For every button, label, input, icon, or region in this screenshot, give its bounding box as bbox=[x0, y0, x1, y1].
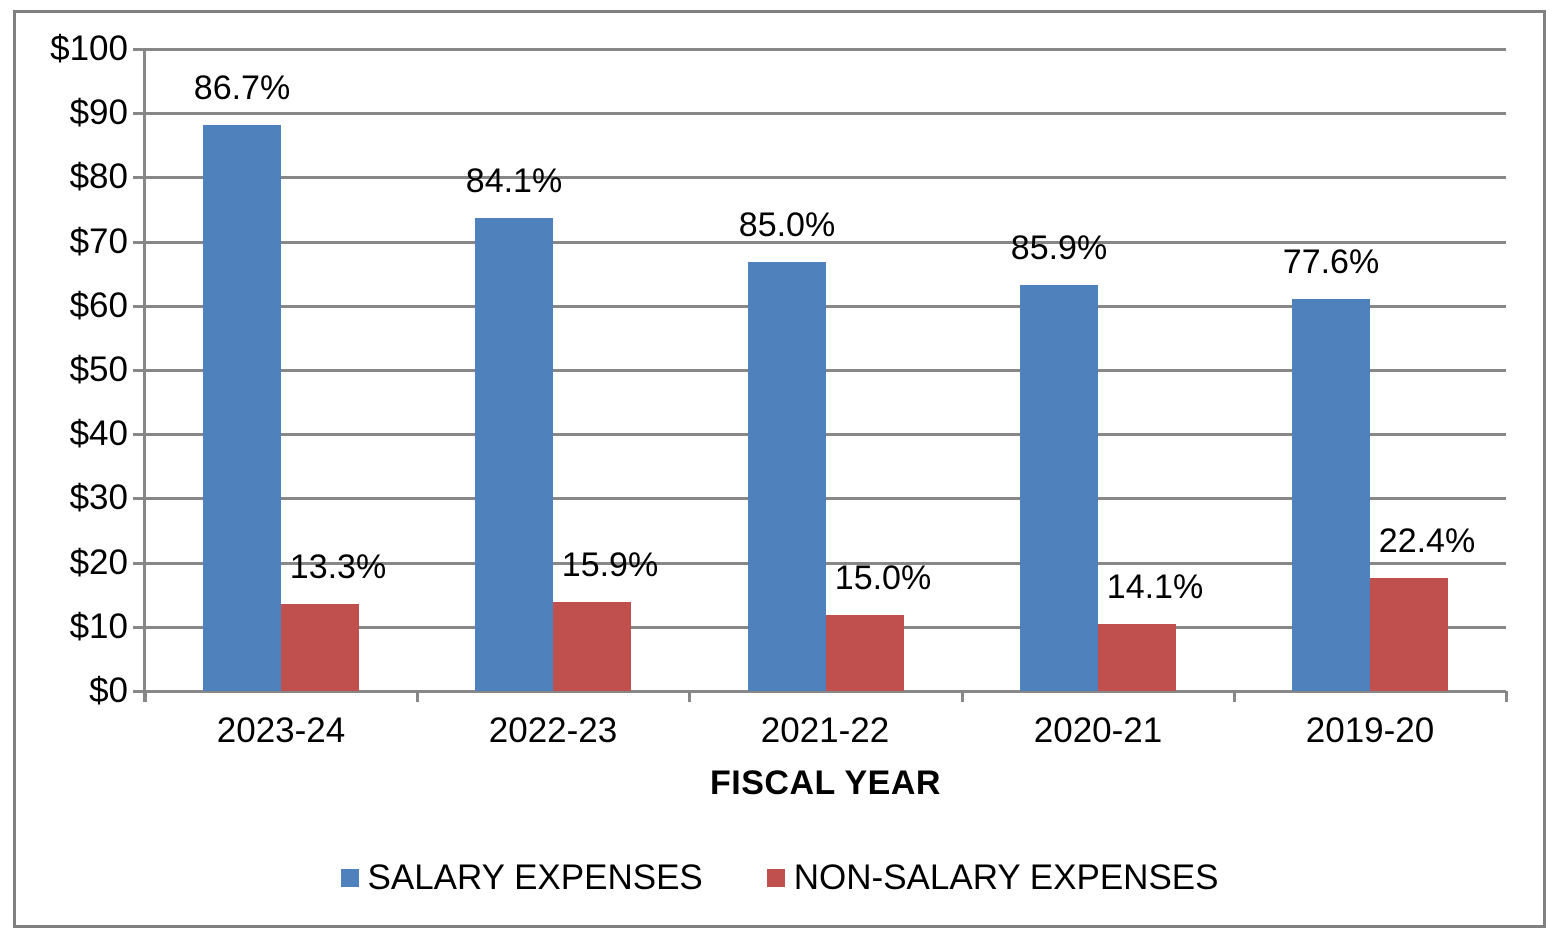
category-tick-1 bbox=[416, 691, 419, 702]
data-label-salary-expenses-2020-21: 85.9% bbox=[1010, 229, 1108, 267]
data-label-non-salary-expenses-2021-22: 15.0% bbox=[834, 559, 932, 597]
bar-salary-expenses-2021-22 bbox=[748, 262, 826, 691]
x-axis-line bbox=[133, 690, 1506, 693]
bar-salary-expenses-2023-24 bbox=[203, 125, 281, 691]
y-tick-label--0: $0 bbox=[89, 671, 128, 710]
legend-label-salary-expenses: SALARY EXPENSES bbox=[367, 858, 703, 897]
data-label-salary-expenses-2023-24: 86.7% bbox=[193, 69, 291, 107]
x-tick-label-2020-21: 2020-21 bbox=[1033, 711, 1163, 750]
bar-non-salary-expenses-2023-24 bbox=[281, 604, 359, 691]
y-tick-label--40: $40 bbox=[69, 414, 128, 453]
chart-frame bbox=[13, 10, 1546, 928]
bar-non-salary-expenses-2020-21 bbox=[1098, 624, 1176, 691]
legend-item-non-salary-expenses: NON-SALARY EXPENSES bbox=[766, 858, 1219, 897]
x-tick-label-2021-22: 2021-22 bbox=[760, 711, 890, 750]
y-tick-label--60: $60 bbox=[69, 286, 128, 325]
category-tick-4 bbox=[1233, 691, 1236, 702]
bar-salary-expenses-2022-23 bbox=[475, 218, 553, 691]
y-tick-label--70: $70 bbox=[69, 222, 128, 261]
y-axis-line bbox=[143, 49, 146, 702]
x-axis-title: FISCAL YEAR bbox=[710, 764, 941, 802]
category-tick-3 bbox=[961, 691, 964, 702]
legend: SALARY EXPENSES NON-SALARY EXPENSES bbox=[16, 858, 1543, 898]
category-tick-2 bbox=[688, 691, 691, 702]
gridline-100 bbox=[133, 48, 1506, 51]
y-tick-label--90: $90 bbox=[69, 93, 128, 132]
bar-salary-expenses-2019-20 bbox=[1292, 299, 1370, 691]
gridline-80 bbox=[133, 176, 1506, 179]
bar-salary-expenses-2020-21 bbox=[1020, 285, 1098, 691]
legend-label-non-salary-expenses: NON-SALARY EXPENSES bbox=[793, 858, 1219, 897]
bar-non-salary-expenses-2022-23 bbox=[553, 602, 631, 691]
category-tick-0 bbox=[144, 691, 147, 702]
data-label-non-salary-expenses-2023-24: 13.3% bbox=[289, 548, 387, 586]
legend-item-salary-expenses: SALARY EXPENSES bbox=[340, 858, 703, 897]
legend-swatch-salary-expenses bbox=[340, 869, 359, 887]
y-tick-label--20: $20 bbox=[69, 543, 128, 582]
x-tick-label-2022-23: 2022-23 bbox=[488, 711, 618, 750]
data-label-salary-expenses-2019-20: 77.6% bbox=[1282, 243, 1380, 281]
gridline-90 bbox=[133, 112, 1506, 115]
y-tick-label--30: $30 bbox=[69, 478, 128, 517]
category-tick-5 bbox=[1505, 691, 1508, 702]
y-tick-label--100: $100 bbox=[50, 29, 128, 68]
x-tick-label-2019-20: 2019-20 bbox=[1305, 711, 1435, 750]
data-label-salary-expenses-2022-23: 84.1% bbox=[465, 162, 563, 200]
bar-non-salary-expenses-2019-20 bbox=[1370, 578, 1448, 691]
data-label-non-salary-expenses-2020-21: 14.1% bbox=[1106, 568, 1204, 606]
x-tick-label-2023-24: 2023-24 bbox=[216, 711, 346, 750]
y-tick-label--50: $50 bbox=[69, 350, 128, 389]
data-label-non-salary-expenses-2022-23: 15.9% bbox=[561, 546, 659, 584]
y-tick-label--10: $10 bbox=[69, 607, 128, 646]
legend-swatch-non-salary-expenses bbox=[766, 869, 785, 887]
data-label-salary-expenses-2021-22: 85.0% bbox=[738, 206, 836, 244]
gridline-70 bbox=[133, 241, 1506, 244]
data-label-non-salary-expenses-2019-20: 22.4% bbox=[1378, 522, 1476, 560]
bar-non-salary-expenses-2021-22 bbox=[826, 615, 904, 691]
y-tick-label--80: $80 bbox=[69, 157, 128, 196]
